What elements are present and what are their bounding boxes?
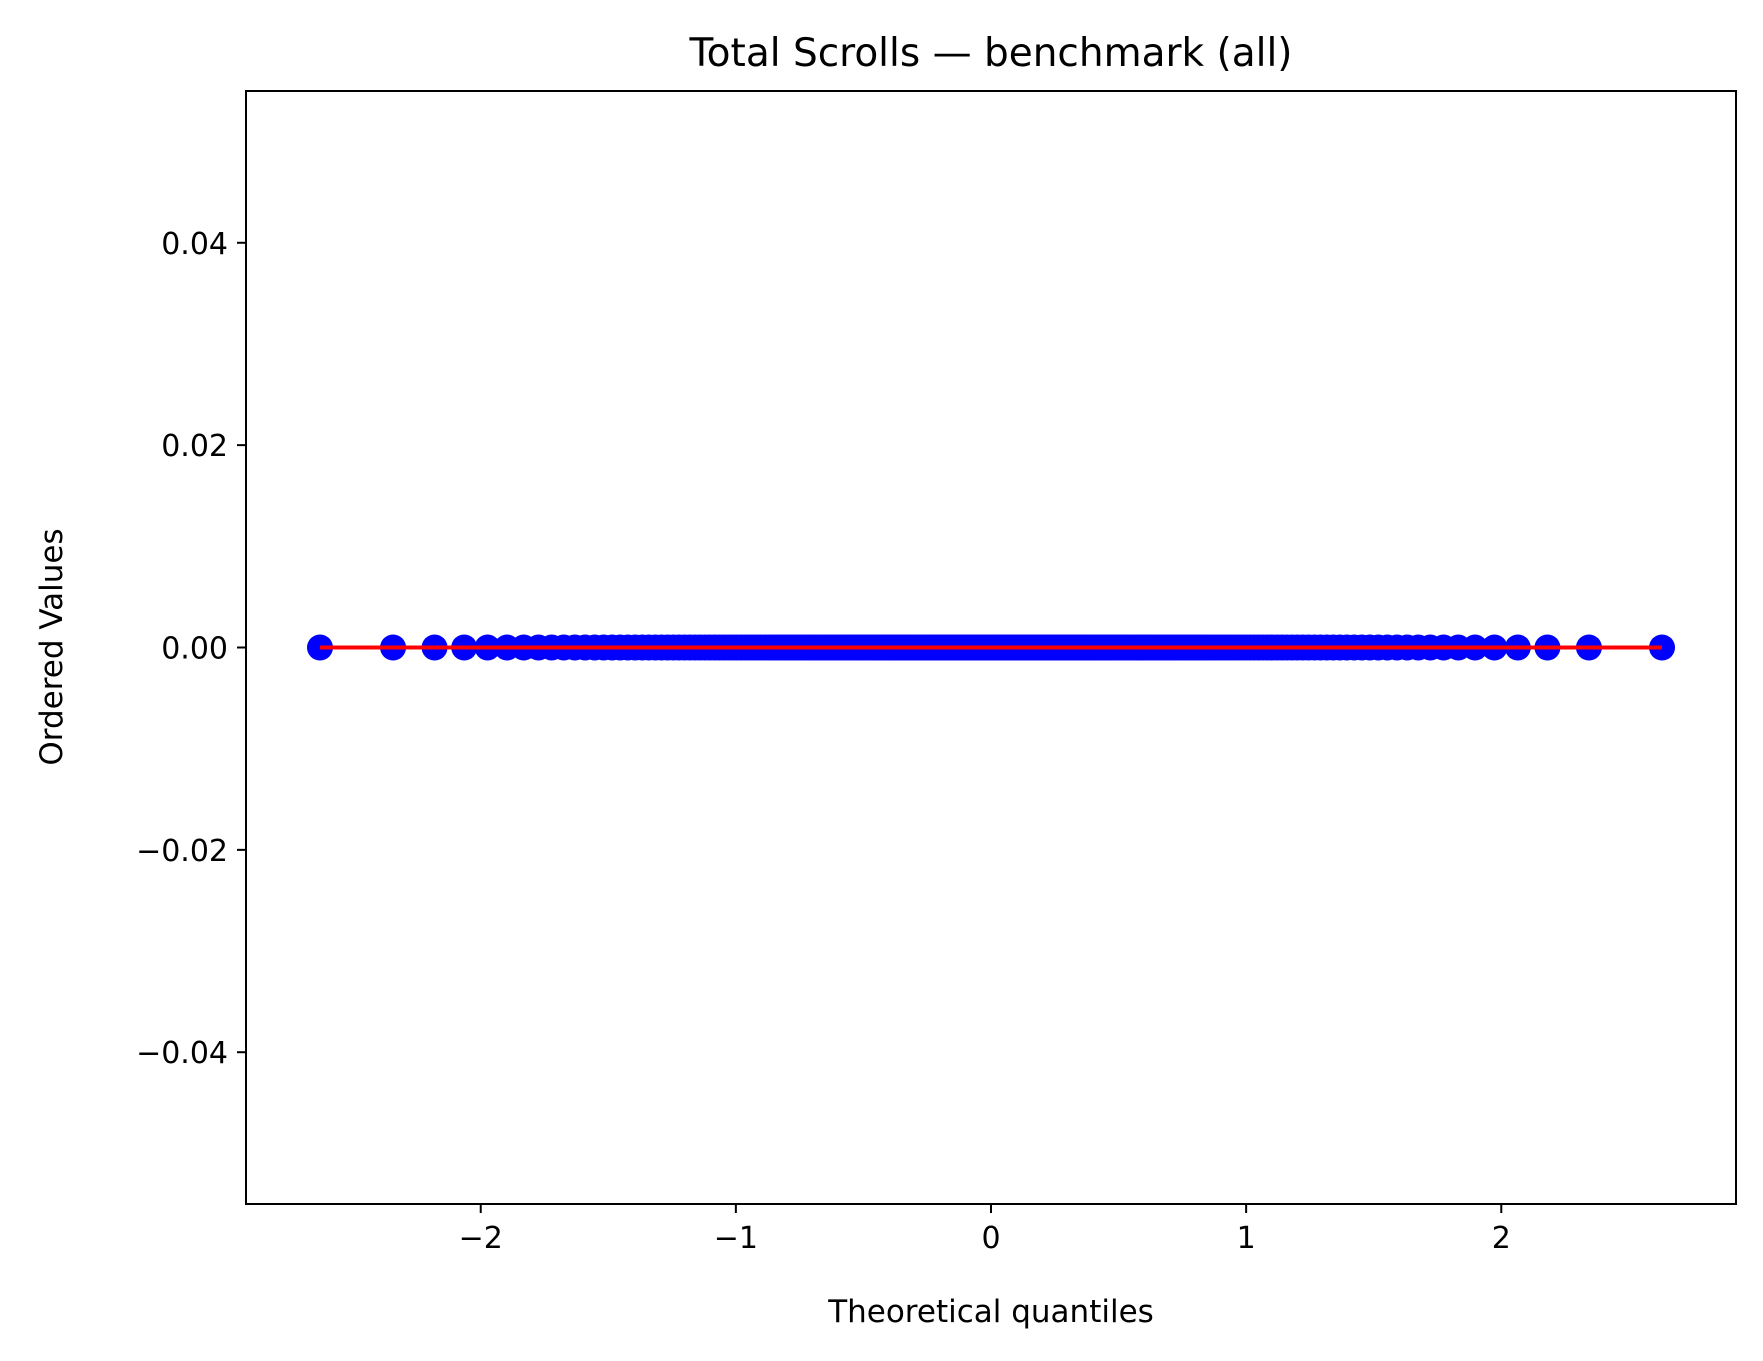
x-tick-label: 1 bbox=[1237, 1221, 1256, 1256]
y-axis-label: Ordered Values bbox=[34, 528, 70, 765]
x-axis-ticks: −2 −1 0 1 2 bbox=[459, 1204, 1511, 1256]
y-tick-label: 0.04 bbox=[161, 227, 228, 262]
x-tick-label: 2 bbox=[1492, 1221, 1511, 1256]
plot-area-frame bbox=[245, 90, 1737, 1205]
x-axis-label: Theoretical quantiles bbox=[827, 1294, 1154, 1330]
y-tick-label: 0.02 bbox=[161, 429, 228, 464]
y-tick-label: −0.04 bbox=[136, 1036, 228, 1071]
y-tick-label: 0.00 bbox=[161, 632, 228, 667]
chart-title: Total Scrolls — benchmark (all) bbox=[688, 31, 1292, 76]
y-axis-ticks: 0.04 0.02 0.00 −0.02 −0.04 bbox=[136, 227, 246, 1071]
x-tick-label: 0 bbox=[981, 1221, 1000, 1256]
x-tick-label: −2 bbox=[459, 1221, 503, 1256]
y-tick-label: −0.02 bbox=[136, 834, 228, 869]
x-tick-label: −1 bbox=[714, 1221, 758, 1256]
